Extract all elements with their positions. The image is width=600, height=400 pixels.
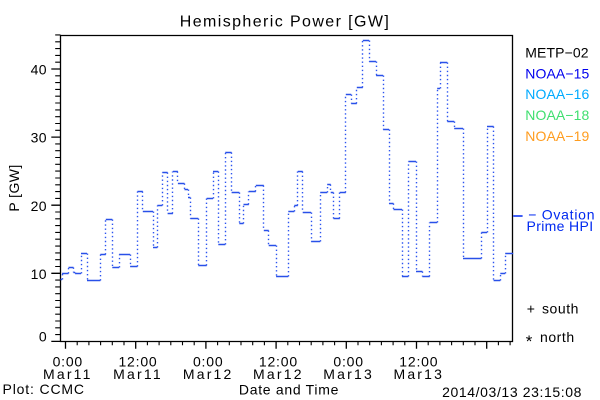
svg-text:Mar12: Mar12 <box>253 366 304 382</box>
svg-text:12:00: 12:00 <box>118 354 157 370</box>
svg-text:Date and Time: Date and Time <box>239 382 339 398</box>
svg-text:Plot: CCMC: Plot: CCMC <box>3 381 85 397</box>
svg-text:12:00: 12:00 <box>399 354 438 370</box>
svg-text:+: + <box>527 300 536 316</box>
svg-text:Mar13: Mar13 <box>323 366 374 382</box>
svg-text:12:00: 12:00 <box>259 354 298 370</box>
svg-text:40: 40 <box>31 62 47 78</box>
svg-text:Prime HPI: Prime HPI <box>527 218 594 234</box>
svg-text:0: 0 <box>39 329 47 345</box>
svg-text:south: south <box>542 300 579 316</box>
svg-text:P [GW]: P [GW] <box>6 164 22 211</box>
svg-text:METP−02: METP−02 <box>525 44 588 60</box>
svg-text:NOAA−18: NOAA−18 <box>525 107 589 123</box>
svg-text:Mar11: Mar11 <box>113 366 163 382</box>
svg-text:NOAA−15: NOAA−15 <box>525 65 589 81</box>
svg-text:Mar11: Mar11 <box>43 366 93 382</box>
svg-text:0:00: 0:00 <box>53 354 83 370</box>
svg-text:− Ovation: − Ovation <box>528 207 595 223</box>
svg-text:20: 20 <box>31 198 47 214</box>
svg-text:Mar13: Mar13 <box>393 366 444 382</box>
svg-text:NOAA−16: NOAA−16 <box>525 86 589 102</box>
svg-text:Hemispheric Power [GW]: Hemispheric Power [GW] <box>180 14 390 31</box>
svg-text:30: 30 <box>31 130 47 146</box>
svg-text:NOAA−19: NOAA−19 <box>525 128 589 144</box>
svg-text:2014/03/13 23:15:08: 2014/03/13 23:15:08 <box>442 384 582 400</box>
svg-text:north: north <box>540 329 575 345</box>
svg-text:Mar12: Mar12 <box>183 366 234 382</box>
svg-text:*: * <box>526 332 533 351</box>
svg-text:0:00: 0:00 <box>333 354 363 370</box>
svg-text:10: 10 <box>31 266 47 282</box>
svg-text:0:00: 0:00 <box>193 354 223 370</box>
